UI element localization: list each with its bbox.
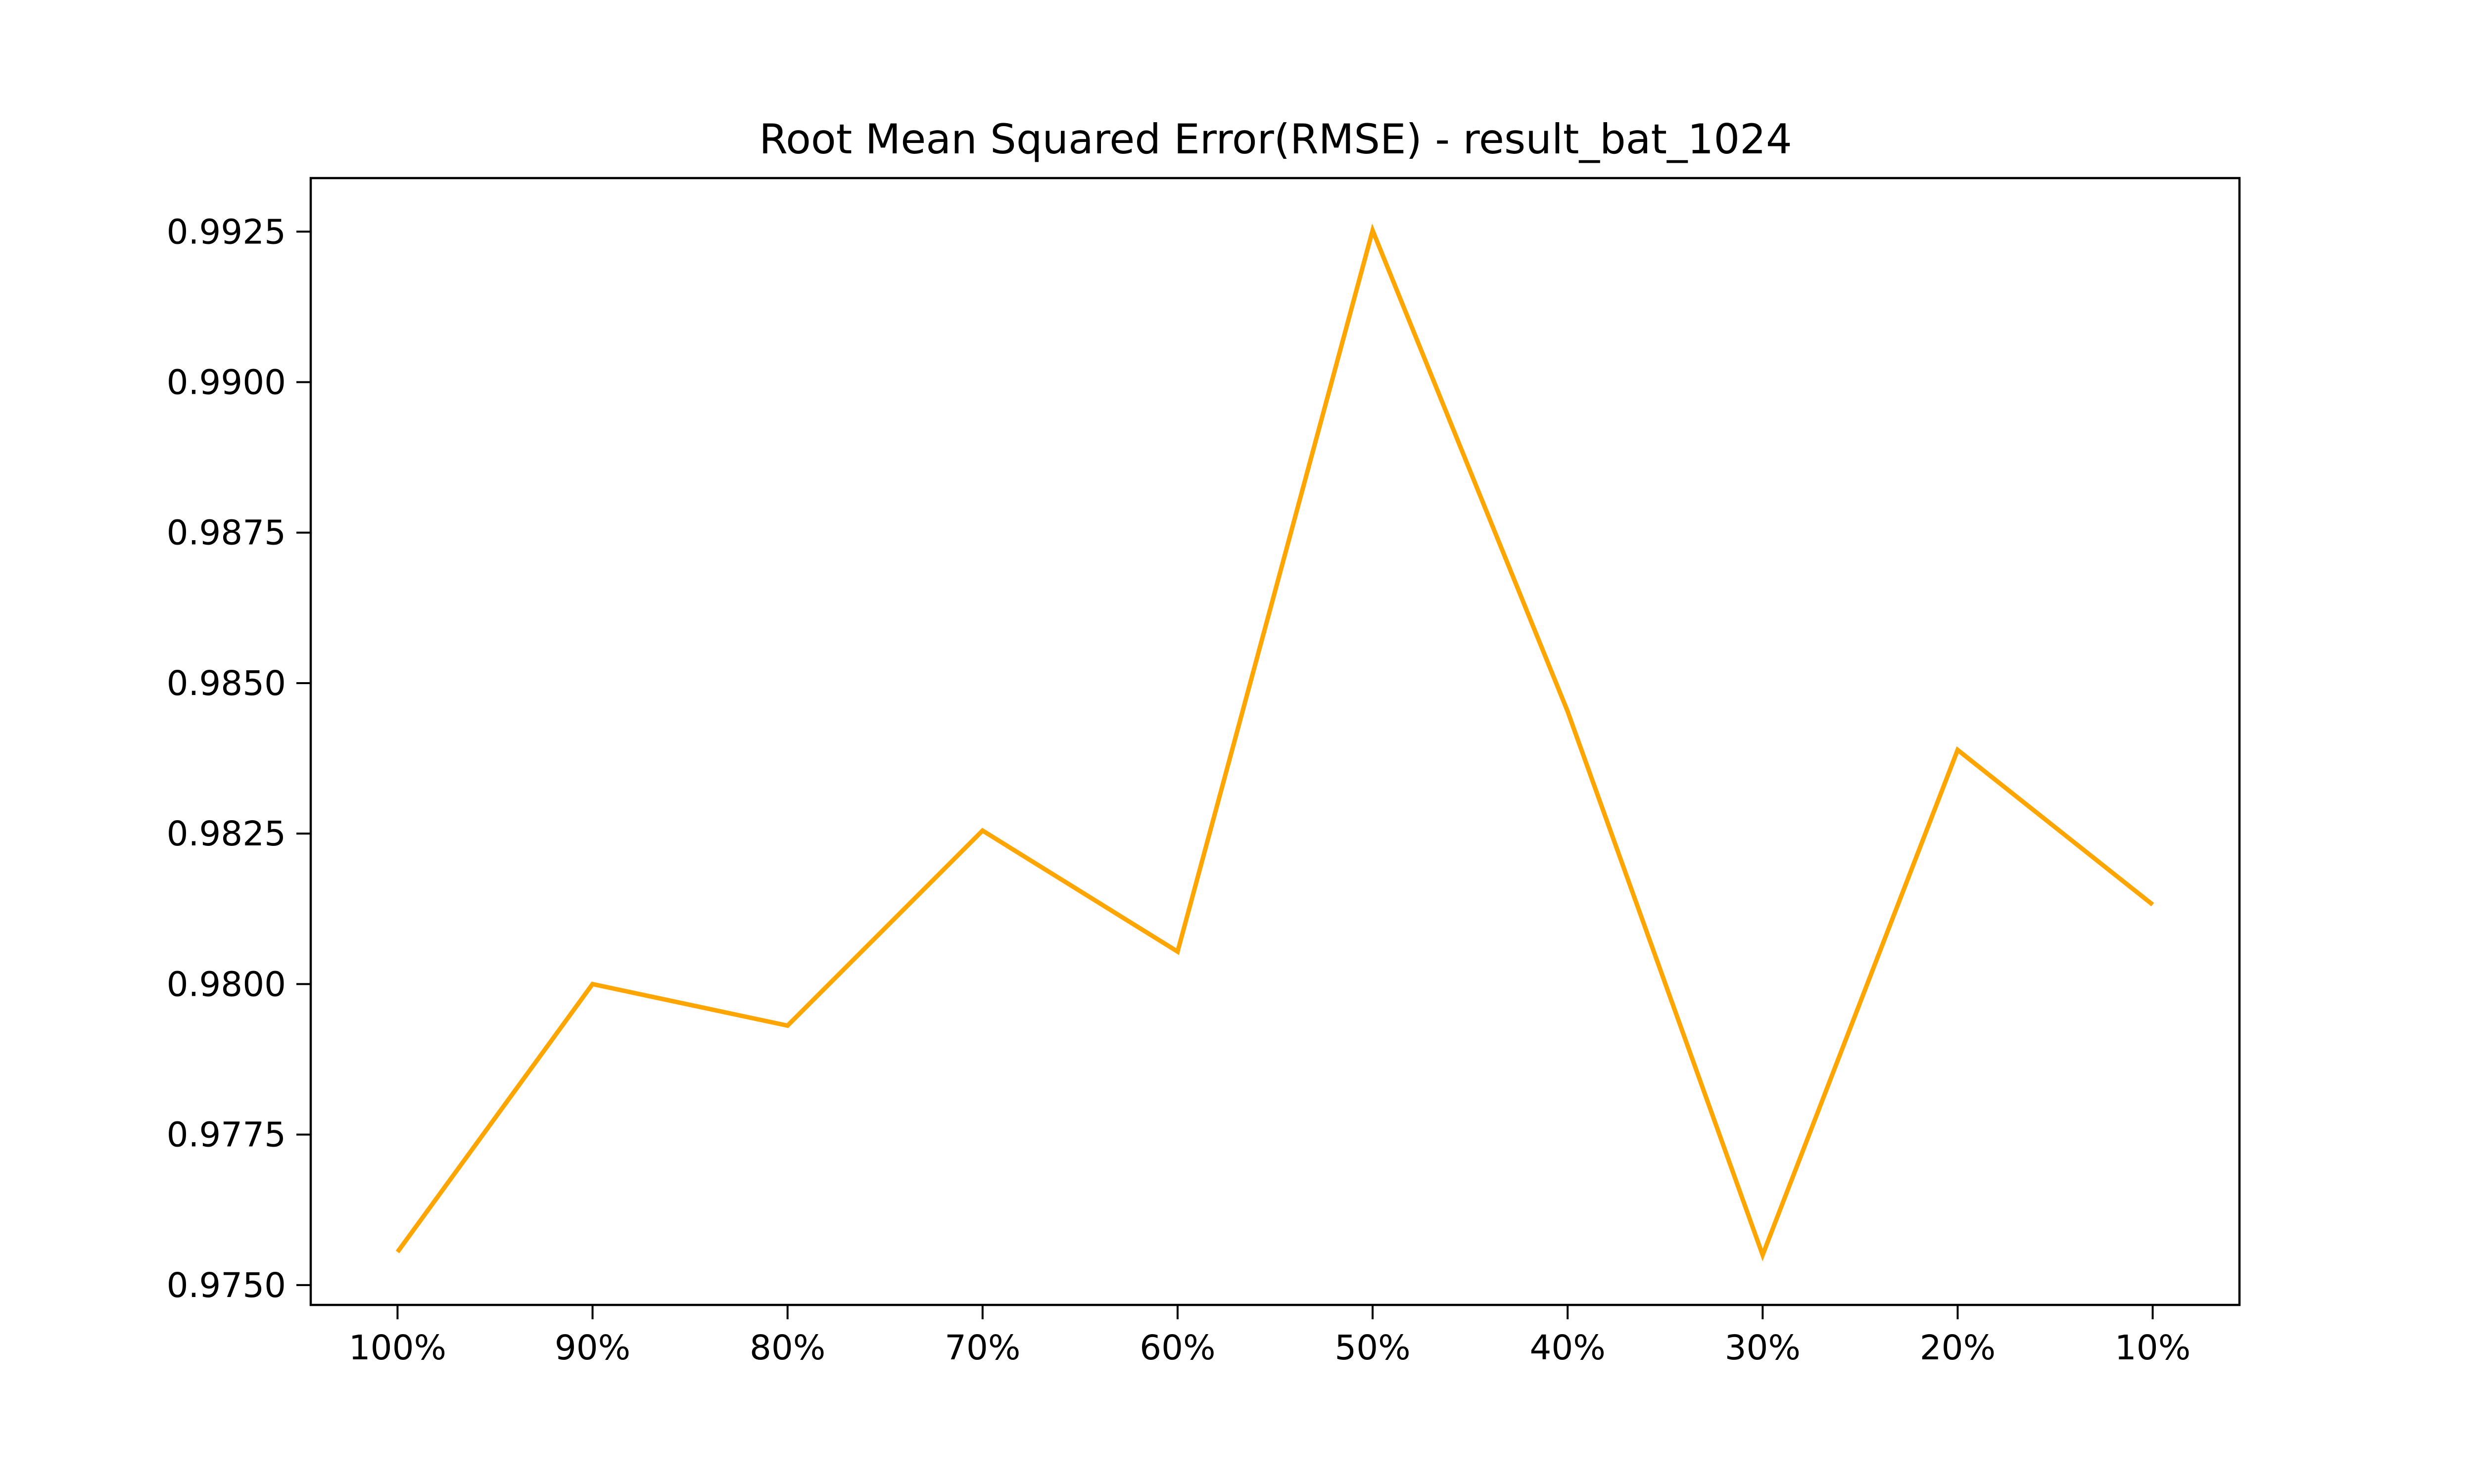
x-tick-label: 50% xyxy=(1334,1328,1410,1368)
y-tick-label: 0.9825 xyxy=(167,814,286,854)
y-tick-label: 0.9925 xyxy=(167,212,286,252)
x-tick-label: 70% xyxy=(945,1328,1020,1368)
x-tick-label: 90% xyxy=(555,1328,630,1368)
chart-title: Root Mean Squared Error(RMSE) - result_b… xyxy=(759,115,1792,163)
plot-area-frame xyxy=(309,177,2241,1306)
rmse-series-line xyxy=(395,223,2154,1261)
x-tick-label: 30% xyxy=(1725,1328,1801,1368)
y-tick-label: 0.9900 xyxy=(167,363,286,403)
x-tick-label: 100% xyxy=(349,1328,446,1368)
y-tick-label: 0.9850 xyxy=(167,664,286,703)
y-tick-label: 0.9800 xyxy=(167,965,286,1004)
x-tick-label: 40% xyxy=(1530,1328,1606,1368)
y-axis: 0.9750 0.9775 0.9800 0.9825 0.9850 0.9875 0.99… xyxy=(167,212,311,1305)
y-tick-label: 0.9775 xyxy=(167,1115,286,1155)
x-tick-label: 10% xyxy=(2115,1328,2190,1368)
x-tick-label: 80% xyxy=(750,1328,825,1368)
y-tick-label: 0.9750 xyxy=(167,1266,286,1305)
x-tick-label: 20% xyxy=(1920,1328,1996,1368)
x-axis: 100% 90% 80% 70% 60% 50% 40% 30% 20% 10% xyxy=(349,1305,2190,1368)
y-tick-label: 0.9875 xyxy=(167,513,286,553)
x-tick-label: 60% xyxy=(1140,1328,1215,1368)
